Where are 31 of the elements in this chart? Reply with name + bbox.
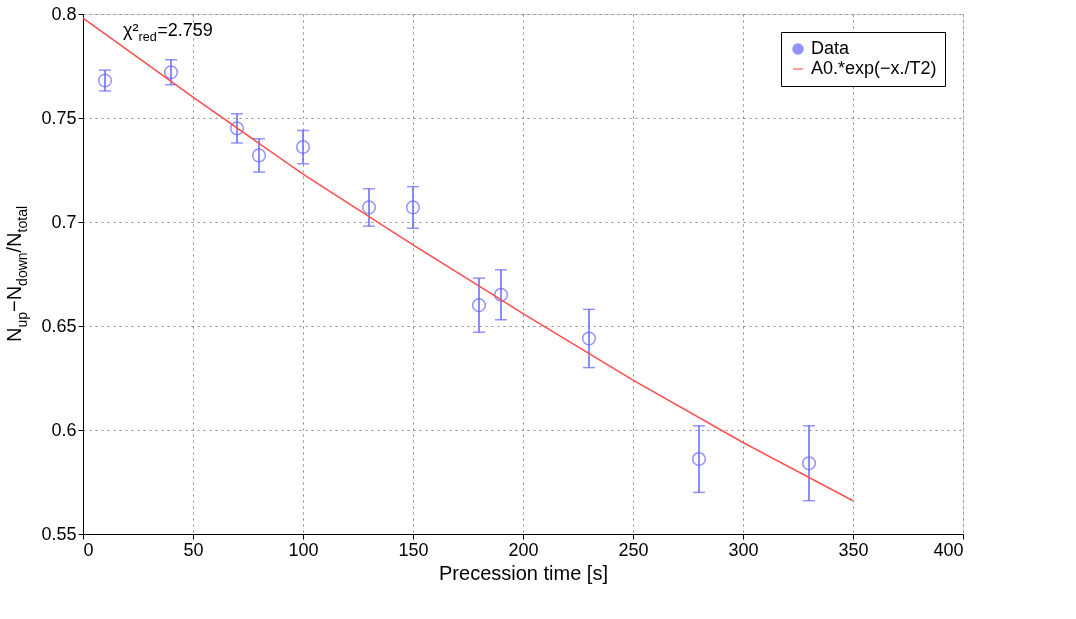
y-tick-label: 0.65	[41, 315, 77, 336]
y-tick-label: 0.75	[41, 107, 77, 128]
point	[295, 140, 311, 155]
point	[493, 287, 509, 302]
point	[361, 200, 377, 215]
point	[691, 452, 707, 467]
point	[251, 148, 267, 163]
y-tick-label: 0.6	[51, 419, 77, 440]
y-tick-label: 0.8	[51, 3, 77, 24]
x-tick-label: 100	[288, 539, 319, 560]
point	[229, 121, 245, 136]
x-tick-label: 400	[933, 539, 964, 560]
x-tick-label: 150	[398, 539, 429, 560]
x-tick-label: 250	[618, 539, 649, 560]
x-tick-label: 300	[728, 539, 759, 560]
point	[801, 456, 817, 471]
x-tick-label: 200	[508, 539, 539, 560]
x-axis-title: Precession time [s]	[439, 561, 608, 584]
y-tick-label: 0.55	[41, 523, 77, 544]
x-tick-label: 0	[83, 539, 94, 560]
x-tick-label: 350	[838, 539, 869, 560]
y-tick-label: 0.7	[51, 211, 77, 232]
point	[405, 200, 421, 215]
legend-label: Data	[811, 38, 851, 58]
x-tick-label: 50	[183, 539, 204, 560]
point	[581, 331, 597, 346]
point	[471, 298, 487, 313]
point	[97, 73, 113, 88]
legend-label: A0.*exp(−x./T2)	[811, 58, 937, 78]
point	[163, 65, 179, 80]
y-axis-title: Nup−Ndown/Ntotal	[3, 205, 30, 343]
